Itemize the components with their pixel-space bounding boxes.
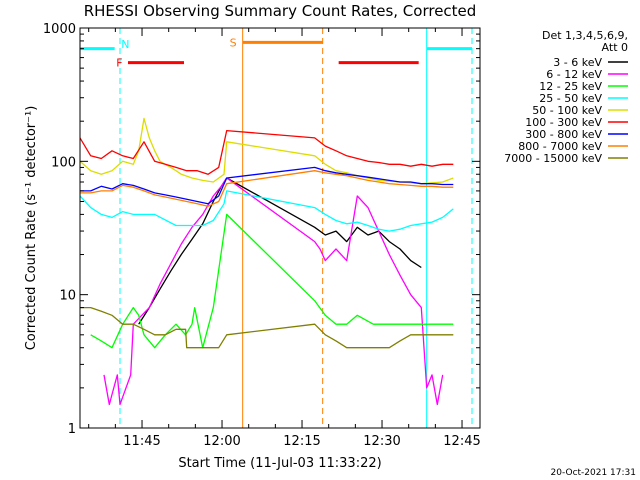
flag-n: N — [121, 38, 129, 51]
flag-f: F — [116, 57, 122, 70]
series-line-3 — [80, 190, 454, 232]
legend-label-1: 6 - 12 keV — [546, 68, 602, 81]
series-line-7 — [80, 170, 454, 207]
plot-frame — [79, 27, 481, 429]
y-tick-label: 1000 — [43, 22, 76, 37]
x-tick-label: 12:00 — [203, 434, 240, 449]
y-tick-label: 1 — [68, 422, 76, 437]
legend-label-0: 3 - 6 keV — [553, 56, 602, 69]
x-tick-label: 12:30 — [363, 434, 400, 449]
flag-s: S — [230, 36, 237, 49]
legend-label-3: 25 - 50 keV — [539, 92, 602, 105]
legend-label-8: 7000 - 15000 keV — [504, 152, 602, 165]
legend-label-4: 50 - 100 keV — [532, 104, 602, 117]
x-axis-label: Start Time (11-Jul-03 11:33:22) — [178, 456, 381, 471]
x-tick-label: 12:45 — [443, 434, 480, 449]
legend-label-2: 12 - 25 keV — [539, 80, 602, 93]
y-tick-label: 10 — [59, 289, 76, 304]
series-line-5 — [80, 129, 454, 175]
legend-label-6: 300 - 800 keV — [525, 128, 602, 141]
x-tick-label: 11:45 — [123, 434, 160, 449]
series-line-6 — [80, 166, 454, 205]
series-line-0 — [138, 177, 422, 325]
legend-header: Att 0 — [602, 41, 628, 54]
series-line-8 — [80, 306, 454, 349]
chart-title: RHESSI Observing Summary Count Rates, Co… — [84, 2, 477, 20]
legend-label-7: 800 - 7000 keV — [518, 140, 602, 153]
series-line-4 — [80, 117, 454, 185]
series-line-1 — [103, 177, 444, 406]
plot-inner — [80, 28, 473, 428]
x-tick-label: 12:15 — [283, 434, 320, 449]
plot-area: NF S — [80, 28, 473, 428]
y-axis-label: Corrected Count Rate (s⁻¹ detector⁻¹) — [24, 106, 39, 351]
series-line-2 — [90, 213, 454, 349]
footer-date: 20-Oct-2021 17:31 — [551, 468, 636, 478]
axes: 1 10 100 1000 11:45 12:00 12:15 12:30 12:45 — [43, 22, 481, 449]
legend-header: Det 1,3,4,5,6,9, — [542, 29, 628, 42]
legend-label-5: 100 - 300 keV — [525, 116, 602, 129]
y-tick-label: 100 — [51, 155, 76, 170]
